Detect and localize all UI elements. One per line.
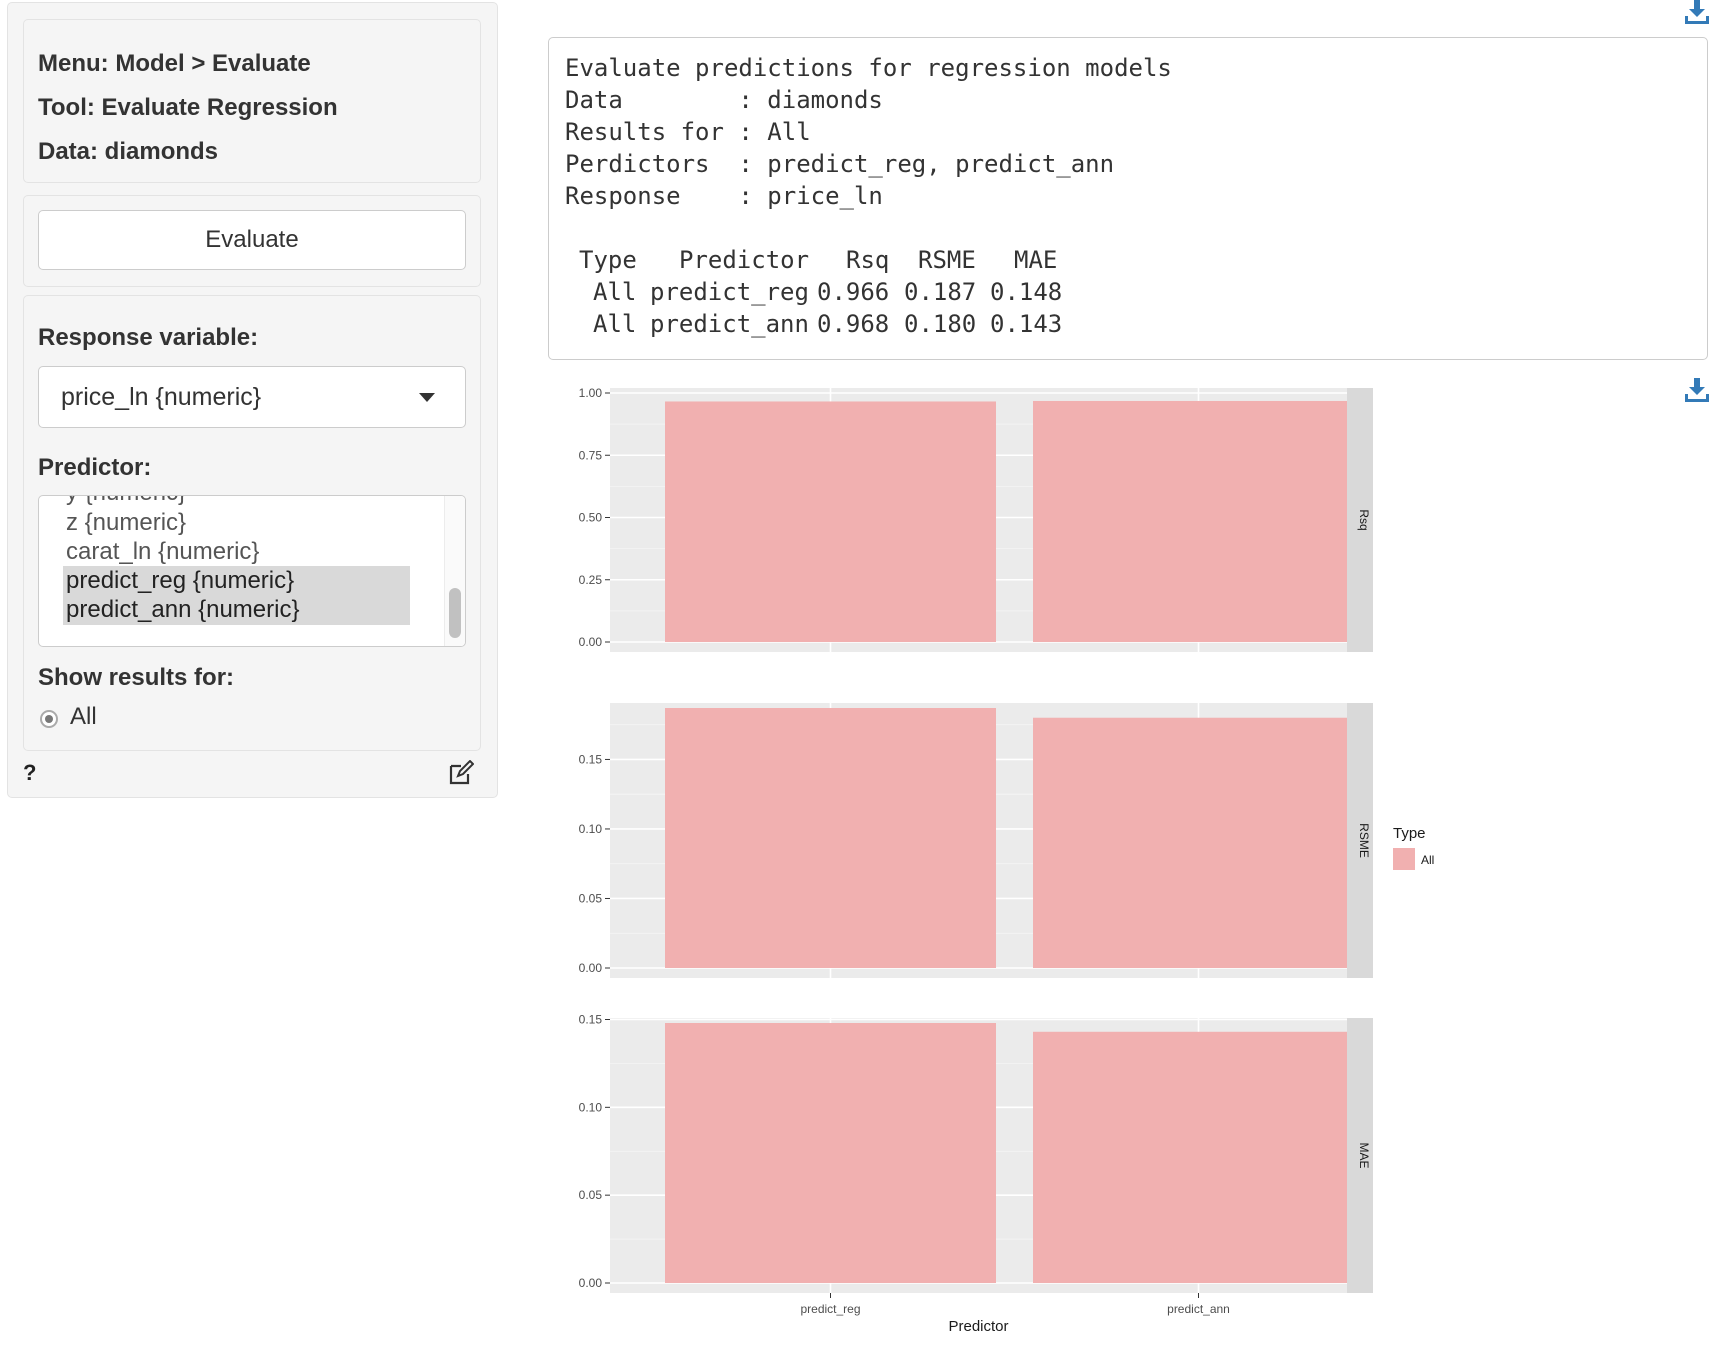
table-cell: predict_reg	[650, 278, 809, 306]
response-variable-value: price_ln {numeric}	[61, 383, 262, 411]
tool-name: Tool: Evaluate Regression	[38, 94, 338, 121]
facet-strip-label: Rsq	[1357, 509, 1371, 530]
evaluation-chart: 0.00 0.25 0.50 0.75 1.00 Rsq 0.00 0.05 0.10 0.15 R…	[579, 386, 1435, 1335]
table-header-type: Type	[579, 246, 637, 274]
y-tick-label: 0.50	[579, 511, 603, 525]
facet-strip-label: RSME	[1357, 823, 1371, 858]
scrollbar-thumb[interactable]	[449, 588, 461, 638]
y-tick-label: 0.10	[579, 1100, 603, 1114]
output-data-line: Data : diamonds	[565, 86, 883, 114]
facet-strip	[1347, 388, 1373, 652]
chevron-down-icon	[419, 393, 435, 402]
show-results-label: Show results for:	[38, 664, 235, 691]
download-plot-icon[interactable]	[1684, 378, 1710, 404]
output-results-line: Results for : All	[565, 118, 811, 146]
output-response-line: Response : price_ln	[565, 182, 883, 210]
table-cell: 0.187	[904, 278, 977, 306]
x-axis-label: Predictor	[948, 1318, 1008, 1335]
y-tick-label: 0.15	[579, 752, 603, 766]
response-variable-select[interactable]: price_ln {numeric}	[38, 366, 466, 428]
evaluate-well: Evaluate	[23, 195, 481, 287]
bar	[1033, 1031, 1364, 1283]
bar	[1033, 717, 1364, 968]
table-header-mae: MAE	[1014, 246, 1058, 274]
menu-path: Menu: Model > Evaluate	[38, 50, 311, 77]
listbox-scrollbar[interactable]	[444, 496, 465, 646]
predictor-option[interactable]: z {numeric}	[66, 509, 187, 536]
dataset-name: Data: diamonds	[38, 138, 219, 165]
table-cell: predict_ann	[650, 310, 809, 338]
y-tick-label: 0.15	[579, 1012, 603, 1026]
facet-strip	[1347, 1018, 1373, 1293]
table-cell: 0.968	[817, 310, 890, 338]
legend-swatch	[1393, 848, 1415, 870]
bar	[665, 1023, 996, 1283]
table-header-rsme: RSME	[918, 246, 976, 274]
y-tick-label: 0.00	[579, 961, 603, 975]
legend-title: Type	[1393, 825, 1426, 842]
x-tick-label: predict_reg	[800, 1302, 860, 1316]
output-predictors-line: Perdictors : predict_reg, predict_ann	[565, 150, 1115, 178]
table-cell: 0.966	[817, 278, 890, 306]
edit-icon[interactable]	[448, 760, 474, 786]
sidebar-panel: Menu: Model > Evaluate Tool: Evaluate Re…	[7, 2, 498, 798]
y-tick-label: 1.00	[579, 386, 603, 400]
predictor-label: Predictor:	[38, 454, 152, 481]
y-tick-label: 0.75	[579, 448, 603, 462]
table-cell: 0.143	[990, 310, 1063, 338]
predictor-option[interactable]: carat_ln {numeric}	[66, 538, 260, 565]
table-header-predictor: Predictor	[679, 246, 810, 274]
predictor-option-selected[interactable]: predict_reg {numeric}	[63, 566, 410, 596]
help-link[interactable]: ?	[23, 760, 37, 785]
summary-output: Evaluate predictions for regression mode…	[548, 37, 1708, 360]
y-tick-label: 0.05	[579, 1188, 603, 1202]
bar	[665, 401, 996, 642]
evaluate-button[interactable]: Evaluate	[38, 210, 466, 270]
output-title: Evaluate predictions for regression mode…	[565, 54, 1172, 82]
y-tick-label: 0.05	[579, 891, 603, 905]
radio-all[interactable]	[40, 710, 58, 728]
bar	[665, 708, 996, 968]
response-variable-label: Response variable:	[38, 324, 259, 351]
table-cell: All	[593, 310, 637, 338]
table-cell: 0.180	[904, 310, 977, 338]
predictor-option-selected[interactable]: predict_ann {numeric}	[63, 595, 410, 625]
facet-strip-label: MAE	[1357, 1142, 1371, 1168]
legend-entry: All	[1421, 853, 1434, 867]
options-well: Response variable: price_ln {numeric} Pr…	[23, 295, 481, 751]
x-tick-label: predict_ann	[1167, 1302, 1230, 1316]
radio-all-label[interactable]: All	[70, 703, 97, 730]
table-header-rsq: Rsq	[846, 246, 890, 274]
y-tick-label: 0.25	[579, 573, 603, 587]
facet-strip	[1347, 703, 1373, 978]
y-tick-label: 0.00	[579, 1276, 603, 1290]
predictor-listbox[interactable]: y {numeric} z {numeric} carat_ln {numeri…	[38, 495, 466, 647]
y-tick-label: 0.00	[579, 635, 603, 649]
table-cell: 0.148	[990, 278, 1063, 306]
y-tick-label: 0.10	[579, 822, 603, 836]
table-cell: All	[593, 278, 637, 306]
download-icon[interactable]	[1684, 0, 1710, 26]
info-well: Menu: Model > Evaluate Tool: Evaluate Re…	[23, 19, 481, 183]
bar	[1033, 400, 1364, 642]
predictor-option[interactable]: y {numeric}	[63, 496, 410, 508]
